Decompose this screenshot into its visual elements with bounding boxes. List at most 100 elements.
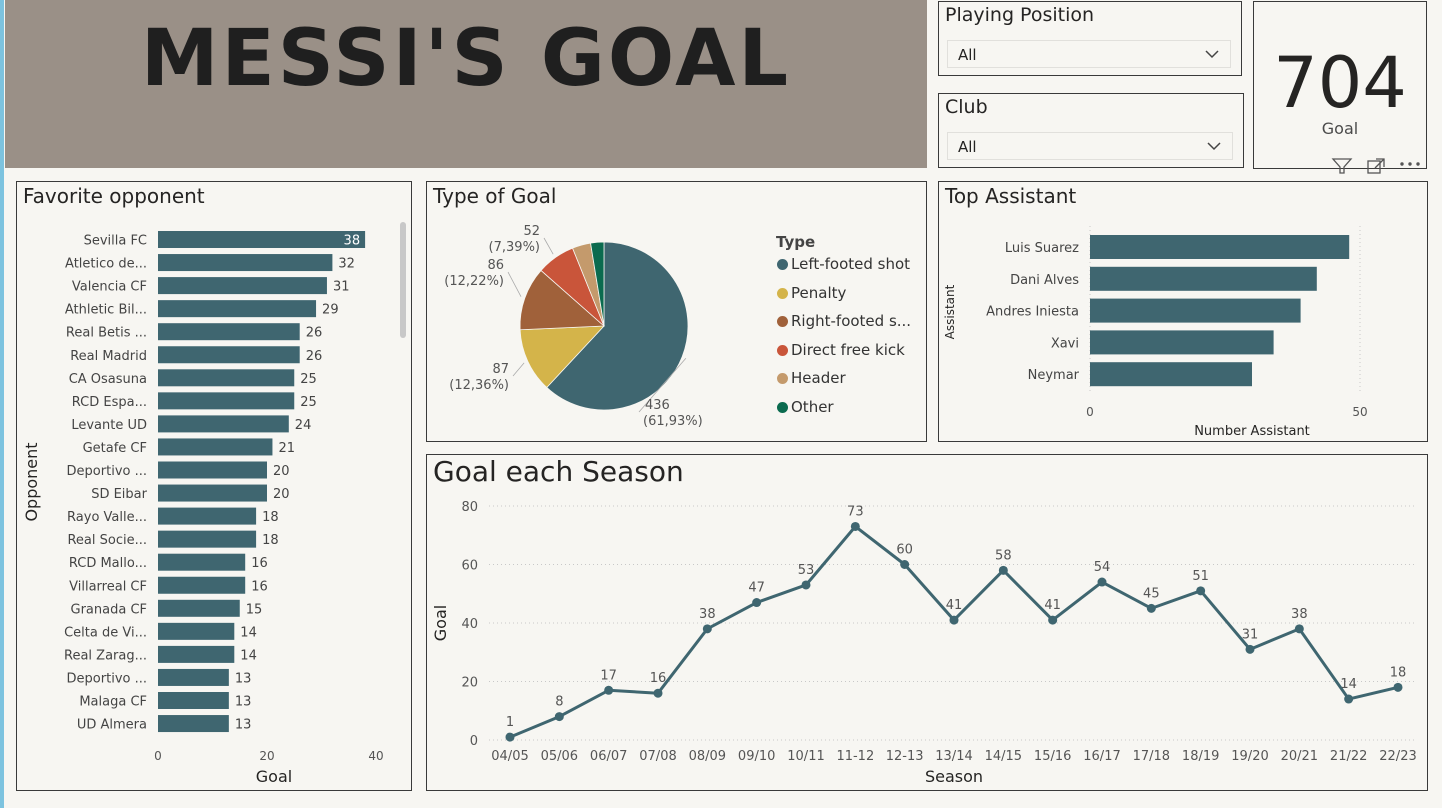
- bar: [158, 645, 235, 663]
- data-label: 13: [235, 695, 252, 710]
- x-tick-label: 0: [1086, 405, 1094, 419]
- data-label: 38: [1291, 607, 1308, 622]
- bar: [158, 438, 273, 456]
- favorite-opponent-chart: Sevilla FC 38 Atletico de... 32 Valencia CF 3…: [22, 231, 384, 786]
- data-point: [1393, 682, 1403, 692]
- chart-title: Top Assistant: [945, 184, 1077, 208]
- category-label: Atletico de...: [65, 257, 147, 272]
- chevron-down-icon: [1207, 142, 1221, 151]
- x-tick-label: 19/20: [1231, 749, 1268, 764]
- playing-position-dropdown[interactable]: All: [947, 40, 1231, 68]
- data-label: 17: [600, 668, 617, 683]
- data-point: [702, 624, 712, 634]
- x-tick-label: 13/14: [935, 749, 972, 764]
- title-banner: MESSI'S GOAL: [5, 0, 927, 168]
- x-tick-label: 22/23: [1379, 749, 1416, 764]
- data-point: [653, 688, 663, 698]
- data-point: [1048, 615, 1058, 625]
- goal-each-season-visual: Goal each Season 0 20 40 60 80 1 04/05 8 05/06 17…: [426, 454, 1428, 791]
- goal-card: 704 Goal: [1253, 1, 1427, 169]
- data-point: [1097, 577, 1107, 587]
- playing-position-slicer: Playing Position All: [938, 1, 1242, 76]
- filter-icon[interactable]: [1331, 157, 1353, 175]
- legend-item[interactable]: Direct free kick: [777, 341, 905, 359]
- slice-pct-label: (7,39%): [489, 240, 540, 255]
- dropdown-value: All: [958, 138, 977, 156]
- x-tick-label: 07/08: [639, 749, 676, 764]
- leader-line: [512, 362, 525, 377]
- x-tick-label: 11-12: [836, 749, 874, 764]
- data-point: [850, 521, 860, 531]
- category-label: Sevilla FC: [84, 234, 147, 249]
- legend-item[interactable]: Left-footed shot: [777, 255, 910, 273]
- legend-item[interactable]: Penalty: [777, 284, 846, 302]
- data-label: 31: [333, 280, 350, 295]
- slice-pct-label: (12,22%): [444, 274, 504, 289]
- bar: [158, 553, 246, 571]
- data-label: 18: [262, 533, 279, 548]
- data-label: 14: [1340, 677, 1357, 692]
- x-tick-label: 21/22: [1330, 749, 1367, 764]
- data-point: [949, 615, 959, 625]
- data-point: [752, 598, 762, 608]
- legend-marker: [777, 401, 788, 413]
- leader-line: [543, 237, 554, 255]
- x-tick-label: 04/05: [491, 749, 528, 764]
- bar: [1090, 266, 1317, 291]
- data-label: 25: [300, 372, 317, 387]
- category-label: Real Betis ...: [66, 326, 147, 341]
- data-label: 25: [300, 395, 317, 410]
- bar: [158, 392, 295, 410]
- legend-item[interactable]: Other: [777, 398, 834, 416]
- slice-pct-label: (12,36%): [449, 378, 509, 393]
- scrollbar-thumb[interactable]: [400, 222, 406, 338]
- club-dropdown[interactable]: All: [947, 132, 1233, 160]
- card-label: Goal: [1321, 119, 1359, 138]
- data-label: 41: [1044, 598, 1061, 613]
- leader-line: [638, 357, 687, 413]
- category-label: Deportivo ...: [67, 671, 147, 686]
- category-label: Real Zarag...: [64, 648, 147, 663]
- data-label: 16: [650, 671, 667, 686]
- pie-slice: [590, 241, 605, 327]
- category-label: Getafe CF: [83, 441, 147, 456]
- legend-label: Penalty: [791, 283, 847, 302]
- bar: [158, 599, 240, 617]
- bar: [158, 231, 366, 248]
- chart-title: Favorite opponent: [23, 184, 205, 208]
- favorite-opponent-visual: Favorite opponent Sevilla FC 38 Atletico d…: [16, 181, 412, 791]
- legend-item[interactable]: Header: [777, 369, 846, 387]
- x-tick-label: 16/17: [1083, 749, 1120, 764]
- bar: [158, 530, 257, 548]
- x-axis-title: Season: [925, 767, 983, 786]
- data-label: 21: [278, 441, 295, 456]
- category-label: RCD Espa...: [72, 395, 147, 410]
- bar: [158, 254, 333, 272]
- x-tick-label: 18/19: [1182, 749, 1219, 764]
- bar: [1090, 362, 1252, 387]
- x-tick-label: 10/11: [787, 749, 824, 764]
- bar: [158, 622, 235, 640]
- data-label: 14: [240, 625, 257, 640]
- legend-title: Type: [776, 233, 816, 251]
- x-axis-title: Goal: [256, 767, 292, 786]
- category-label: UD Almera: [77, 718, 147, 733]
- bar: [158, 692, 229, 709]
- data-label: 31: [1242, 627, 1259, 642]
- y-axis-title: Goal: [431, 605, 450, 641]
- goal-each-season-chart: 0 20 40 60 80 1 04/05 8 05/06 17 06/07 16 07/08 38 08/…: [431, 500, 1417, 786]
- data-label: 41: [946, 598, 963, 613]
- more-options-icon[interactable]: [1398, 159, 1422, 169]
- type-of-goal-visual: Type of Goal 436 (61,93%) 87 (12,36%) 86 (12,…: [426, 181, 927, 442]
- data-label: 38: [699, 607, 716, 622]
- legend-marker: [777, 373, 788, 384]
- bar: [158, 277, 327, 295]
- data-point: [801, 580, 811, 590]
- data-point: [604, 685, 614, 695]
- data-label: 26: [306, 326, 323, 341]
- data-point: [1294, 624, 1304, 634]
- legend-item[interactable]: Right-footed s...: [777, 312, 911, 330]
- focus-mode-icon[interactable]: [1366, 157, 1386, 175]
- category-label: CA Osasuna: [69, 372, 147, 387]
- category-label: Xavi: [1051, 336, 1079, 351]
